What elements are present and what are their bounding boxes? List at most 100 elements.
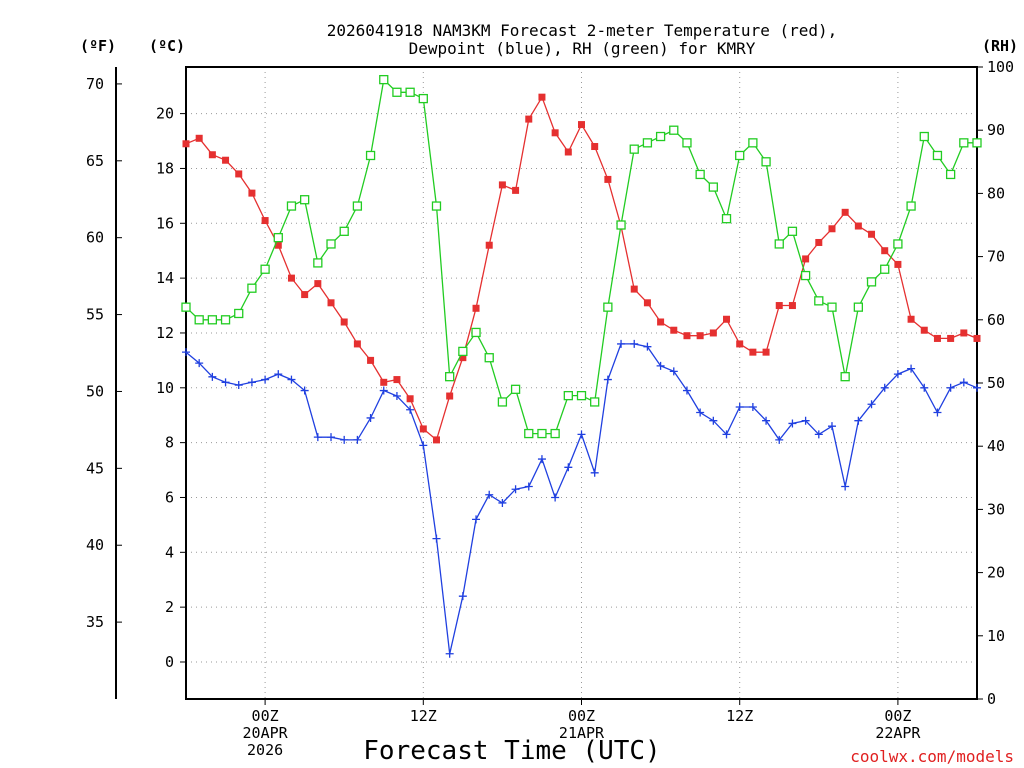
fahrenheit-tick-label-0: 35 [86,613,104,631]
series-1-point-53 [880,383,889,392]
series-2-point-60 [972,138,982,148]
series-2-point-50 [840,372,850,382]
rh-tick-label-3: 30 [987,500,1005,518]
series-2-point-38 [682,138,692,148]
celsius-tick-label-0: 0 [165,653,174,671]
series-1 [182,339,981,658]
series-0-point-48 [815,238,823,246]
series-1-point-0 [182,348,190,357]
series-2-point-14 [365,150,376,161]
series-2-point-25 [510,384,521,394]
series-2-point-10 [313,258,323,268]
celsius-tick-label-6: 12 [156,324,174,342]
series-1-point-44 [762,416,771,425]
series-0-point-9 [301,291,309,299]
series-1-point-42 [735,402,744,411]
series-0-point-10 [314,280,322,288]
series-1-point-8 [287,375,296,384]
series-1-point-12 [340,435,349,444]
x-tick-label-0-1: 20APR [243,724,289,742]
series-1-point-51 [854,416,863,425]
series-1-point-41 [722,430,731,439]
series-2-point-17 [405,87,415,97]
series-1-point-27 [537,455,546,464]
series-1-point-55 [907,364,916,373]
series-1-point-31 [590,468,599,477]
series-0-point-49 [828,225,836,233]
series-1-point-25 [511,485,520,494]
series-2-point-43 [748,138,758,148]
series-1-point-2 [208,372,217,381]
series-2-point-52 [866,277,877,287]
series-0-point-11 [327,299,335,307]
series-2-point-33 [616,220,626,230]
series-2-point-39 [695,169,705,180]
series-2-point-42 [735,150,745,161]
celsius-tick-label-3: 6 [165,488,174,506]
series-0-point-40 [709,329,717,337]
series-0-point-30 [578,121,585,129]
series-0-point-21 [459,354,467,362]
series-2-point-11 [326,239,336,249]
series-2-point-5 [247,283,257,293]
series-0-point-53 [881,247,889,255]
grid-lines [186,67,977,699]
x-tick-label-3-0: 12Z [726,707,753,725]
series-0-point-58 [947,334,955,342]
series-0-point-7 [274,241,282,249]
x-tick-label-4-0: 00Z [884,707,911,725]
series-1-point-5 [247,378,256,387]
series-1-point-13 [353,435,362,444]
series-2-point-31 [590,397,600,407]
series-0-point-31 [591,143,599,151]
series-0-point-46 [788,302,796,310]
series-1-point-52 [867,400,876,409]
x-tick-label-2-1: 21APR [559,724,605,742]
series-1-point-21 [458,592,467,601]
series-1-point-60 [973,383,981,392]
series-1-point-14 [366,413,375,422]
rh-tick-label-0: 0 [987,690,996,708]
series-0-point-56 [920,326,928,334]
series-0-point-12 [340,318,348,326]
series-2-point-4 [234,308,244,319]
series-2-point-35 [642,138,653,148]
series-0-point-27 [538,93,546,101]
rh-unit-label: (RH) [982,37,1018,55]
series-2-point-45 [774,239,784,249]
celsius-tick-label-9: 18 [156,159,174,177]
rh-tick-label-1: 10 [987,627,1005,645]
series-1-point-56 [920,383,929,392]
series-0-point-39 [696,332,704,340]
celsius-tick-label-1: 2 [165,598,174,616]
celsius-tick-label-2: 4 [165,543,174,561]
rh-tick-label-8: 80 [987,184,1005,202]
series-2-point-30 [576,390,587,401]
series-2-point-18 [418,93,428,104]
series-1-point-7 [274,370,283,379]
series-0-point-37 [670,326,678,334]
series-1-point-40 [709,416,718,425]
series-2-point-21 [458,346,468,357]
rh-tick-label-5: 50 [987,374,1005,392]
series-1-point-11 [327,433,336,442]
rh-tick-label-4: 40 [987,437,1005,455]
series-2-point-0 [181,302,191,312]
x-tick-label-0-2: 2026 [247,741,283,759]
fahrenheit-tick-label-5: 60 [86,229,104,247]
series-2-point-44 [761,157,771,167]
series-1-point-35 [643,342,652,351]
series-0-point-23 [485,241,493,249]
series-2-point-19 [431,201,442,211]
series-0-point-16 [393,376,401,384]
series-0-point-59 [960,329,968,337]
series-1-point-30 [577,430,586,439]
rh-tick-label-7: 70 [987,248,1005,266]
series-2-point-22 [471,327,481,338]
series-1-point-47 [801,416,810,425]
series-1-point-10 [313,433,322,442]
series-0-point-22 [472,304,480,312]
series-0-point-32 [604,175,612,183]
series-2-point-2 [207,315,218,325]
